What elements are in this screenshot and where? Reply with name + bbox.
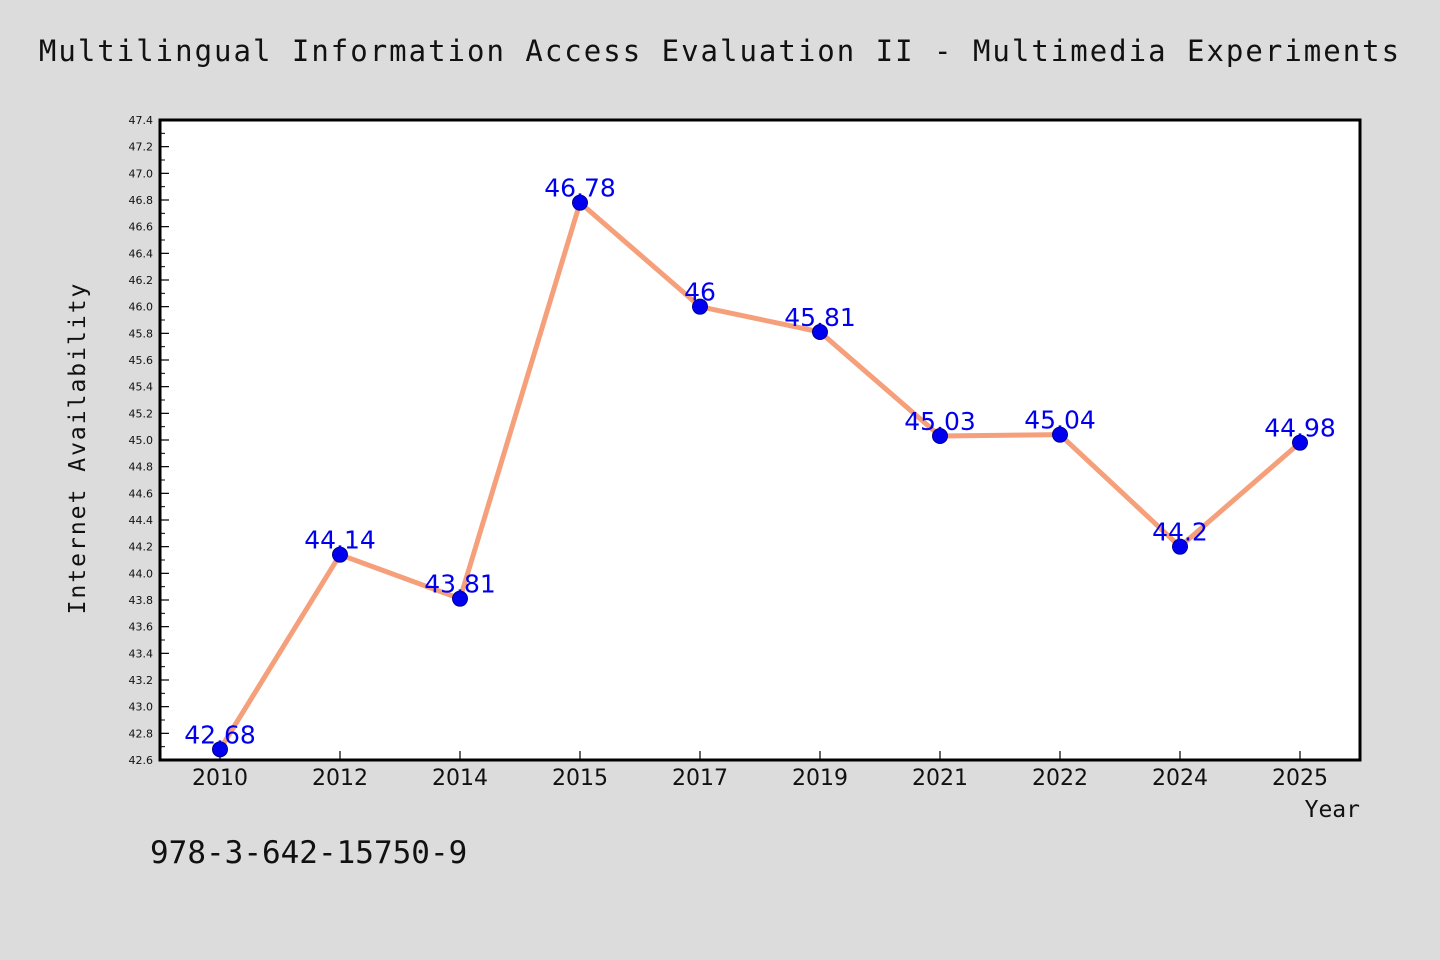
y-tick-label: 44.2: [129, 541, 154, 554]
x-tick-label: 2024: [1152, 766, 1208, 791]
x-tick-label: 2025: [1272, 766, 1328, 791]
x-tick-label: 2014: [432, 766, 488, 791]
x-tick-label: 2015: [552, 766, 608, 791]
y-tick-label: 43.4: [129, 647, 154, 660]
y-tick-label: 44.4: [129, 514, 154, 527]
y-tick-label: 45.2: [129, 407, 154, 420]
x-tick-label: 2021: [912, 766, 968, 791]
y-tick-label: 47.4: [129, 114, 154, 127]
x-tick-label: 2017: [672, 766, 728, 791]
data-label: 45.81: [784, 303, 856, 332]
y-tick-label: 42.6: [129, 754, 154, 767]
data-label: 44.14: [304, 526, 376, 555]
x-axis-label: Year: [1304, 797, 1360, 823]
y-tick-label: 43.6: [129, 621, 154, 634]
data-point: [212, 741, 228, 758]
data-label: 43.81: [424, 570, 496, 599]
data-markers: [212, 194, 1308, 758]
data-label: 44.98: [1264, 414, 1336, 443]
y-tick-label: 43.8: [129, 594, 154, 607]
y-tick-label: 44.0: [129, 567, 154, 580]
data-labels: 42.68 44.14 43.81 46.78 46 45.81 45.03 45.04 44.…: [184, 174, 1336, 750]
y-tick-label: 46.0: [129, 301, 154, 314]
data-point: [1052, 426, 1068, 443]
y-tick-label: 43.2: [129, 674, 154, 687]
chart-title: Multilingual Information Access Evaluati…: [38, 34, 1402, 68]
x-axis: 2010 2012 2014 2015 2017 2019 2021 2022 2024 2025: [192, 751, 1328, 791]
y-tick-label: 47.0: [129, 167, 154, 180]
data-point: [1172, 538, 1188, 555]
data-point: [692, 298, 708, 315]
data-label: 46: [684, 278, 716, 307]
isbn-footer: 978-3-642-15750-9: [150, 835, 468, 871]
x-tick-label: 2022: [1032, 766, 1088, 791]
series-line: [217, 200, 1302, 751]
data-point: [572, 194, 588, 211]
y-tick-label: 45.6: [129, 354, 154, 367]
data-point: [812, 324, 828, 340]
data-point: [1292, 434, 1308, 451]
y-tick-label: 45.4: [129, 381, 154, 394]
y-tick-label: 46.8: [129, 194, 154, 207]
y-tick-label: 46.2: [129, 274, 154, 287]
x-tick-label: 2012: [312, 766, 368, 791]
y-tick-label: 44.6: [129, 487, 154, 500]
data-label: 42.68: [184, 720, 256, 749]
y-tick-label: 46.6: [129, 221, 154, 234]
data-point: [332, 546, 348, 563]
y-tick-label: 43.0: [129, 701, 154, 714]
x-tick-label: 2019: [792, 766, 848, 791]
data-point: [932, 428, 948, 444]
x-tick-label: 2010: [192, 766, 248, 791]
data-label: 46.78: [544, 174, 616, 203]
y-tick-label: 45.8: [129, 327, 154, 340]
y-tick-label: 46.4: [129, 247, 154, 260]
y-tick-label: 45.0: [129, 434, 154, 447]
data-label: 45.04: [1024, 406, 1096, 435]
y-tick-label: 47.2: [129, 141, 154, 154]
y-axis: 42.6 42.8 43.0 43.2 43.4 43.6 43.8 44.0 44.2 44.4…: [129, 114, 169, 767]
plot-area: [158, 118, 1362, 762]
data-label: 45.03: [904, 407, 976, 436]
data-label: 44.2: [1152, 518, 1208, 547]
data-point: [452, 590, 468, 607]
y-tick-label: 44.8: [129, 461, 154, 474]
y-tick-label: 42.8: [129, 727, 154, 740]
